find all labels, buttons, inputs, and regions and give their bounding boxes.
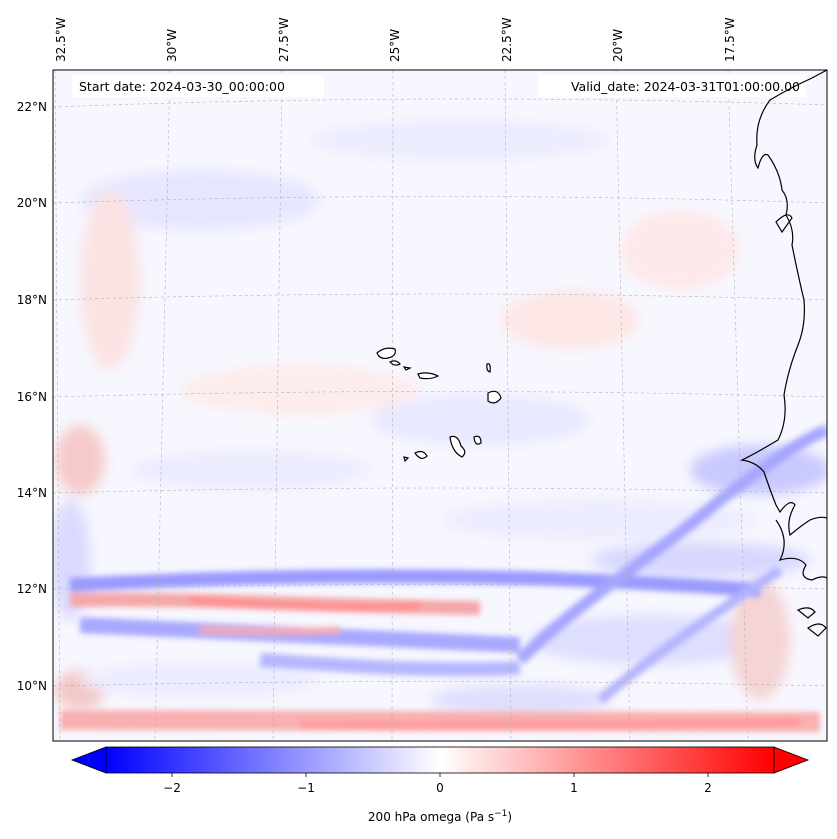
colorbar-tick-0: 0 — [436, 781, 444, 795]
island-santiago — [449, 435, 466, 458]
island-sal — [486, 363, 491, 373]
colorbar-extend-min — [70, 746, 107, 774]
map-panel: Start date: 2024-03-30_00:00:00 Valid_da… — [52, 69, 828, 742]
lat-label-22n: 22°N — [17, 100, 47, 114]
island-santo-antao — [376, 347, 396, 360]
island-fogo — [414, 450, 428, 459]
coastlines — [740, 70, 827, 637]
colorbar-title-sup: −1 — [494, 809, 507, 819]
lat-label-10n: 10°N — [17, 679, 47, 693]
colorbar-tick-neg1: −1 — [297, 781, 315, 795]
island-sao-vicente — [388, 360, 401, 366]
colorbar-tick-1: 1 — [570, 781, 578, 795]
lon-label-20w: 20°W — [611, 29, 625, 62]
lon-label-17-5w: 17.5°W — [723, 17, 737, 62]
colorbar: −2 −1 0 1 2 200 hPa omega (Pa s−1) — [70, 746, 810, 824]
omega-field — [53, 120, 827, 732]
africa-coastline — [740, 70, 827, 537]
colorbar-title: 200 hPa omega (Pa s−1) — [368, 809, 512, 824]
colorbar-ticks — [171, 773, 709, 777]
lat-label-20n: 20°N — [17, 196, 47, 210]
start-date-label: Start date: 2024-03-30_00:00:00 — [79, 79, 285, 94]
colorbar-gradient — [105, 746, 775, 774]
graticule — [53, 70, 827, 741]
colorbar-title-end: ) — [507, 810, 512, 824]
colorbar-tick-neg2: −2 — [163, 781, 181, 795]
lat-label-14n: 14°N — [17, 486, 47, 500]
lat-label-16n: 16°N — [17, 390, 47, 404]
colorbar-extend-max — [773, 746, 810, 774]
valid-date-box — [538, 75, 806, 97]
island-sao-nicolau — [417, 372, 440, 380]
lat-label-18n: 18°N — [17, 293, 47, 307]
island-brava — [403, 456, 410, 463]
lon-label-32-5w: 32.5°W — [54, 17, 68, 62]
lon-label-27-5w: 27.5°W — [277, 17, 291, 62]
island-santa-luzia — [402, 366, 412, 371]
colorbar-tick-2: 2 — [704, 781, 712, 795]
colorbar-title-main: 200 hPa omega (Pa s — [368, 810, 494, 824]
map-frame — [52, 69, 828, 742]
island-boa-vista — [487, 390, 502, 404]
lat-label-12n: 12°N — [17, 582, 47, 596]
island-maio — [473, 435, 482, 445]
lon-label-22-5w: 22.5°W — [500, 17, 514, 62]
longitude-labels: 32.5°W 30°W 27.5°W 25°W 22.5°W 20°W 17.5… — [54, 17, 737, 62]
cape-verde-islands — [376, 347, 502, 463]
lon-label-25w: 25°W — [388, 29, 402, 62]
latitude-labels: 22°N 20°N 18°N 16°N 14°N 12°N 10°N — [17, 100, 47, 693]
start-date-box — [72, 75, 324, 97]
valid-date-label: Valid_date: 2024-03-31T01:00:00.00 — [571, 79, 800, 94]
lon-label-30w: 30°W — [165, 29, 179, 62]
